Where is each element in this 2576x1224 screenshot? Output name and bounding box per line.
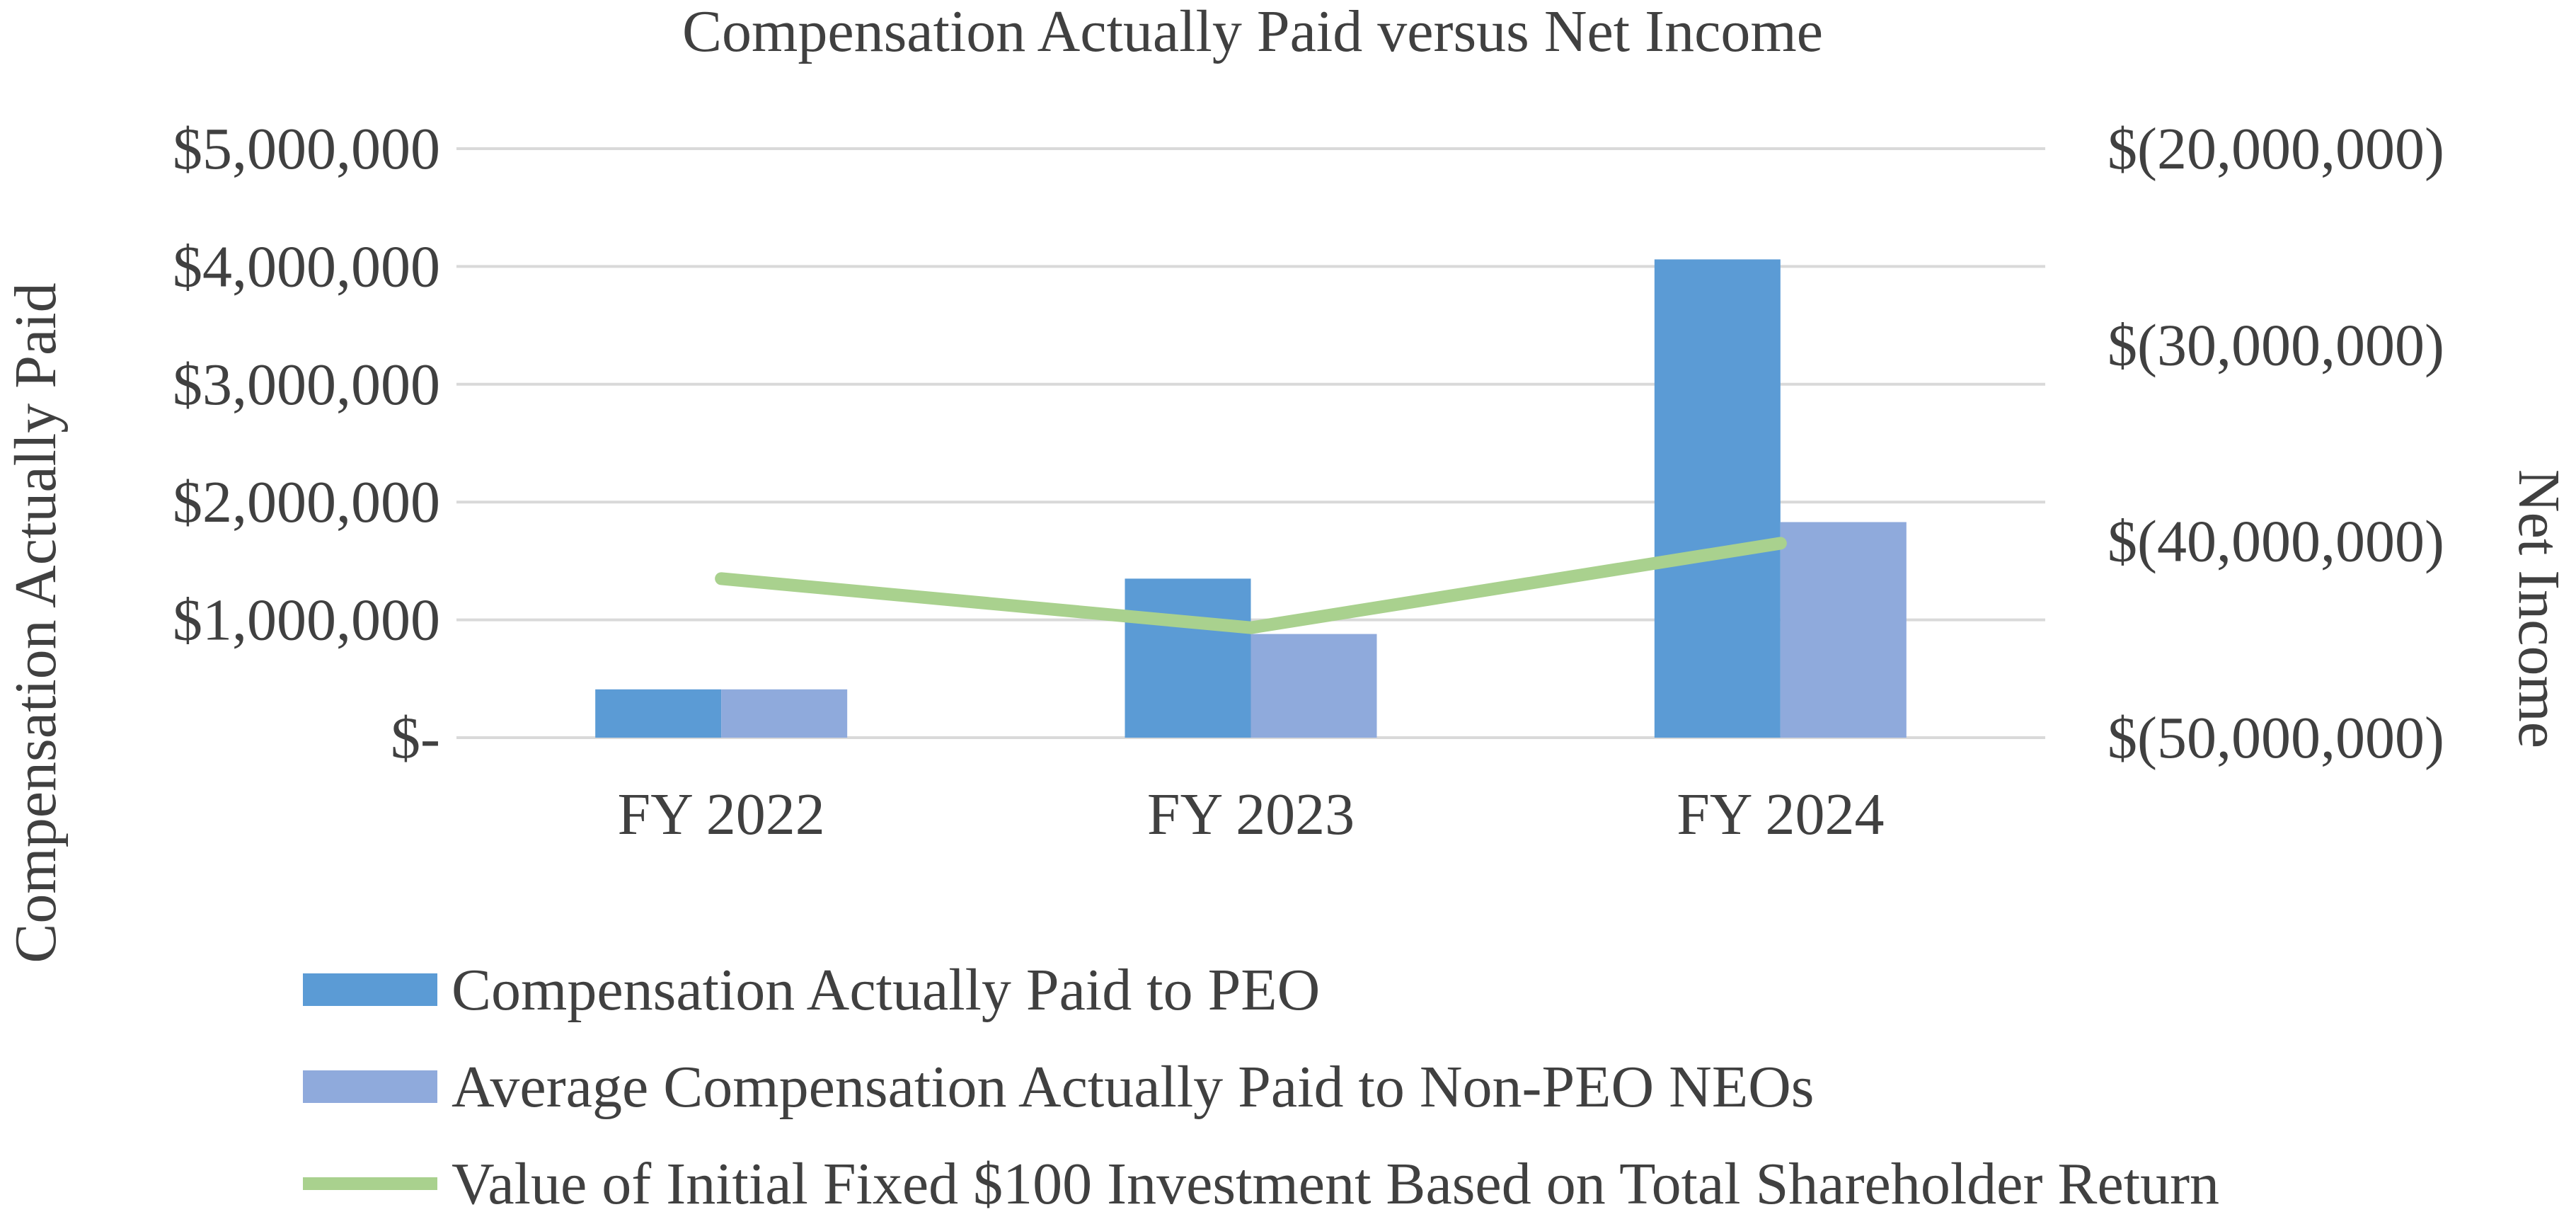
y-tick-label: $2,000,000 [173,469,440,535]
x-tick-label: FY 2024 [1677,782,1884,847]
line-point [1250,627,1252,629]
y2-tick-label: $(40,000,000) [2108,509,2444,575]
line-point [1779,542,1781,544]
bar [1654,259,1781,738]
chart-title: Compensation Actually Paid versus Net In… [682,0,1823,64]
legend-label: Value of Initial Fixed $100 Investment B… [452,1151,2219,1217]
line-point [720,578,723,580]
line-series [715,537,1787,634]
legend-label: Compensation Actually Paid to PEO [452,957,1320,1023]
y-tick-label: $1,000,000 [173,588,440,653]
y-tick-label: $5,000,000 [173,116,440,182]
bar [1125,578,1251,738]
y-tick-label: $- [391,705,440,771]
legend: Compensation Actually Paid to PEO Average… [303,957,2219,1217]
bar [1250,634,1377,738]
bars [595,259,1907,738]
x-tick-label: FY 2023 [1147,782,1355,847]
legend-swatch [303,973,437,1006]
bar [595,689,722,738]
bar [721,689,848,738]
y-tick-label: $4,000,000 [173,234,440,299]
legend-label: Average Compensation Actually Paid to No… [452,1054,1814,1120]
x-tick-label: FY 2022 [618,782,825,847]
y2-tick-label: $(20,000,000) [2108,116,2444,182]
axis-ticks: $- $1,000,000 $2,000,000 $3,000,000 $4,000,0… [173,116,2444,847]
y2-axis-label: Net Income [2506,469,2572,748]
legend-swatch [303,1070,437,1103]
y-axis-label: Compensation Actually Paid [3,282,69,963]
bar [1780,522,1907,738]
y2-tick-label: $(30,000,000) [2108,312,2444,378]
y-tick-label: $3,000,000 [173,352,440,418]
y2-tick-label: $(50,000,000) [2108,705,2444,771]
